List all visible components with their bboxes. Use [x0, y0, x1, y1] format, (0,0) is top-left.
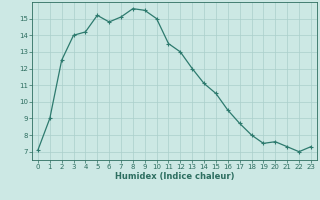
X-axis label: Humidex (Indice chaleur): Humidex (Indice chaleur)	[115, 172, 234, 181]
